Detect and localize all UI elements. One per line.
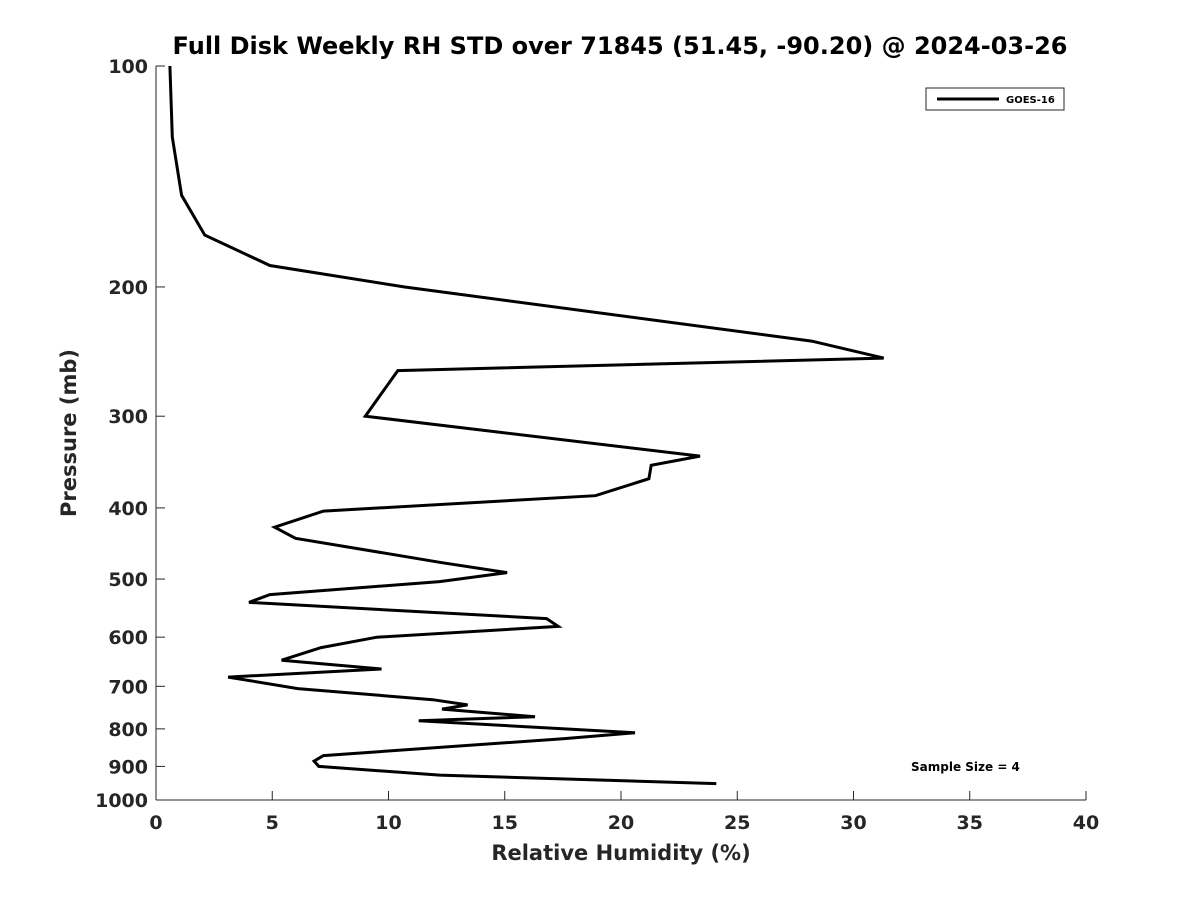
y-tick-label: 900 — [108, 756, 148, 778]
y-axis-ticks: 100 200 300 400 500 600 700 800 900 1000 — [95, 56, 165, 812]
x-tick-label: 0 — [149, 812, 162, 834]
legend-label-goes-16: GOES-16 — [1006, 95, 1055, 106]
y-tick-label: 200 — [108, 277, 148, 299]
y-axis-label: Pressure (mb) — [57, 349, 81, 517]
series-line-goes-16 — [168, 65, 885, 786]
x-axis-label: Relative Humidity (%) — [491, 841, 750, 865]
sample-size-annotation: Sample Size = 4 — [911, 760, 1020, 774]
y-tick-label: 300 — [108, 406, 148, 428]
x-tick-label: 25 — [724, 812, 750, 834]
y-tick-label: 600 — [108, 627, 148, 649]
y-tick-label: 100 — [108, 56, 148, 78]
x-tick-label: 40 — [1073, 812, 1099, 834]
legend: GOES-16 — [925, 87, 1065, 111]
y-tick-label: 800 — [108, 719, 148, 741]
y-tick-label: 700 — [108, 676, 148, 698]
series-layer — [168, 65, 885, 786]
x-axis-ticks: 0 5 10 15 20 25 30 35 40 — [149, 791, 1099, 834]
x-tick-label: 35 — [957, 812, 983, 834]
x-tick-label: 30 — [840, 812, 866, 834]
x-tick-label: 15 — [492, 812, 518, 834]
x-tick-label: 5 — [266, 812, 279, 834]
chart-title: Full Disk Weekly RH STD over 71845 (51.4… — [173, 32, 1068, 60]
x-tick-label: 20 — [608, 812, 634, 834]
y-tick-label: 1000 — [95, 790, 148, 812]
x-tick-label: 10 — [375, 812, 401, 834]
y-tick-label: 400 — [108, 498, 148, 520]
plot-axes — [155, 66, 1086, 801]
y-tick-label: 500 — [108, 569, 148, 591]
